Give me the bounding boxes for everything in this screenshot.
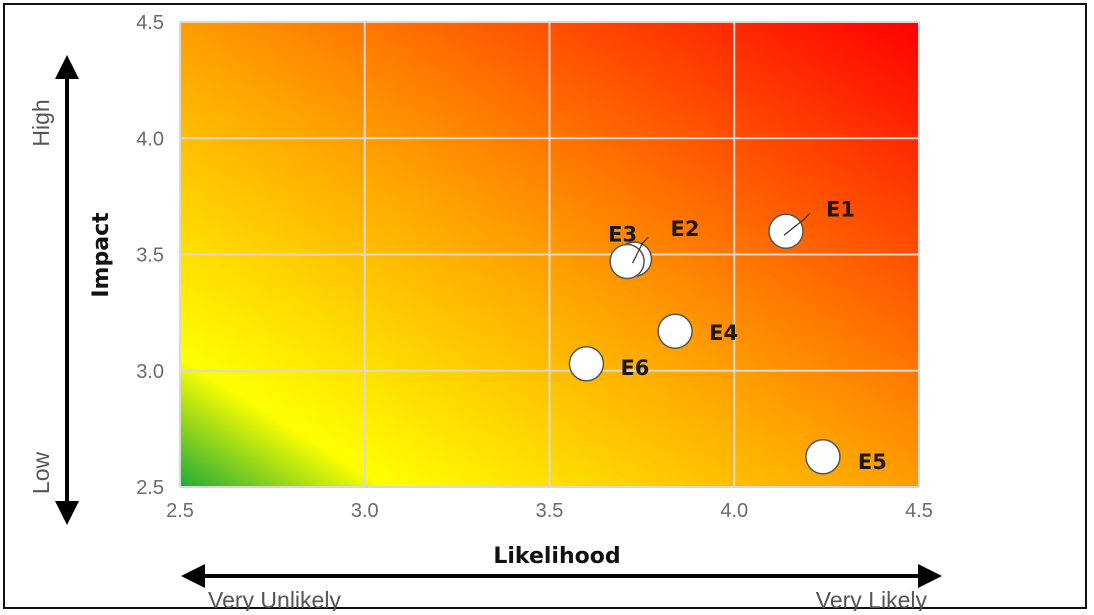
leader-line-e2 — [631, 236, 649, 264]
point-label-e6: E6 — [620, 356, 649, 380]
point-marker-e3[interactable] — [609, 243, 645, 280]
chart-frame: 2.5 3.0 3.5 4.0 4.5 2.5 3.0 3.5 4.0 4.5 E1 E2 E3 E4… — [3, 3, 1087, 611]
point-label-e2: E2 — [670, 217, 699, 241]
x-tick-label: 4.0 — [720, 500, 748, 522]
leader-line-e1 — [783, 212, 811, 236]
high-label: High — [28, 99, 54, 146]
low-label: Low — [28, 452, 54, 495]
y-tick-label: 2.5 — [136, 477, 164, 499]
x-tick-label: 2.5 — [166, 500, 194, 522]
very-unlikely-label: Very Unlikely — [208, 587, 341, 611]
point-marker-e4[interactable] — [657, 313, 693, 349]
x-tick-label: 3.5 — [536, 500, 564, 522]
point-marker-e5[interactable] — [805, 439, 841, 475]
y-tick-label: 3.0 — [136, 361, 164, 383]
point-label-e3: E3 — [608, 222, 637, 246]
data-points: E1 E2 E3 E4 E5 E6 — [568, 197, 887, 475]
point-marker-e1[interactable] — [768, 213, 804, 249]
very-likely-label: Very Likely — [816, 587, 928, 611]
grid-lines — [179, 21, 920, 488]
point-label-e1: E1 — [826, 197, 855, 221]
y-tick-labels: 2.5 3.0 3.5 4.0 4.5 — [136, 12, 164, 499]
point-label-e5: E5 — [858, 450, 887, 474]
point-label-e4: E4 — [709, 321, 738, 345]
y-tick-label: 3.5 — [136, 245, 164, 267]
y-tick-label: 4.5 — [136, 12, 164, 34]
x-tick-label: 3.0 — [351, 500, 379, 522]
y-tick-label: 4.0 — [136, 128, 164, 150]
risk-matrix-chart: 2.5 3.0 3.5 4.0 4.5 2.5 3.0 3.5 4.0 4.5 E1 E2 E3 E4… — [28, 12, 942, 611]
point-marker-e6[interactable] — [568, 346, 605, 382]
x-axis-title: Likelihood — [493, 544, 620, 569]
y-axis-title: Impact — [89, 212, 114, 298]
x-tick-label: 4.5 — [905, 500, 933, 522]
x-tick-labels: 2.5 3.0 3.5 4.0 4.5 — [166, 500, 933, 522]
